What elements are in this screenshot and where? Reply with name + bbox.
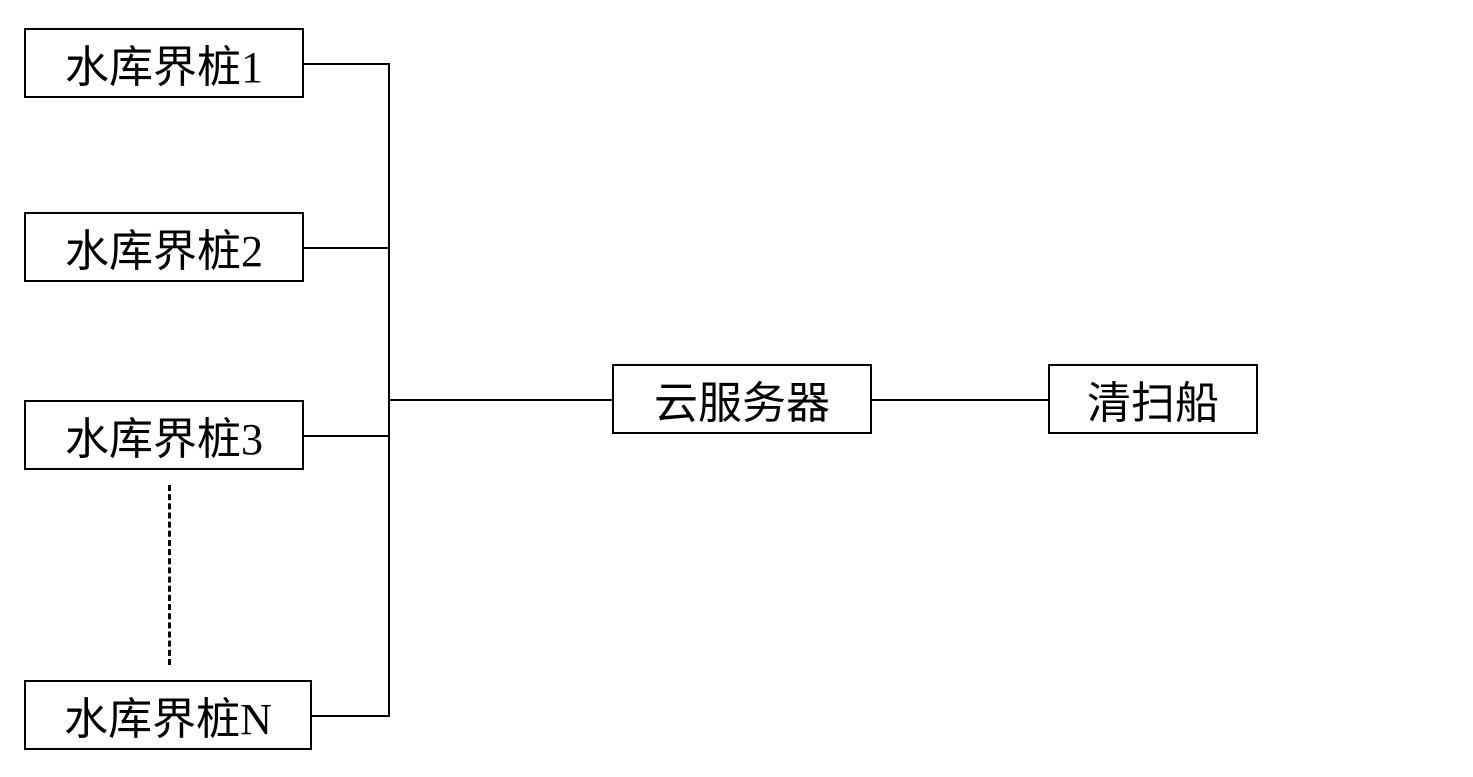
- edge-noden-to-bus: [312, 715, 390, 717]
- node-reservoir-pile-1: 水库界桩1: [24, 28, 304, 98]
- edge-cloud-to-ship: [872, 399, 1048, 401]
- edge-bus-to-cloud: [388, 399, 612, 401]
- ellipsis-dashed-line: [168, 485, 171, 665]
- bus-vertical-line: [388, 63, 390, 715]
- node-label: 水库界桩3: [65, 403, 263, 467]
- node-label: 水库界桩1: [65, 31, 263, 95]
- node-cloud-server: 云服务器: [612, 364, 872, 434]
- system-diagram: 水库界桩1 水库界桩2 水库界桩3 水库界桩N 云服务器 清扫船: [0, 0, 1473, 777]
- node-label: 水库界桩2: [65, 215, 263, 279]
- edge-node2-to-bus: [304, 247, 390, 249]
- node-reservoir-pile-2: 水库界桩2: [24, 212, 304, 282]
- edge-node3-to-bus: [304, 435, 390, 437]
- node-cleaning-ship: 清扫船: [1048, 364, 1258, 434]
- node-reservoir-pile-3: 水库界桩3: [24, 400, 304, 470]
- edge-node1-to-bus: [304, 63, 390, 65]
- node-label: 水库界桩N: [64, 683, 272, 747]
- node-label: 云服务器: [654, 367, 830, 431]
- node-label: 清扫船: [1087, 367, 1219, 431]
- node-reservoir-pile-n: 水库界桩N: [24, 680, 312, 750]
